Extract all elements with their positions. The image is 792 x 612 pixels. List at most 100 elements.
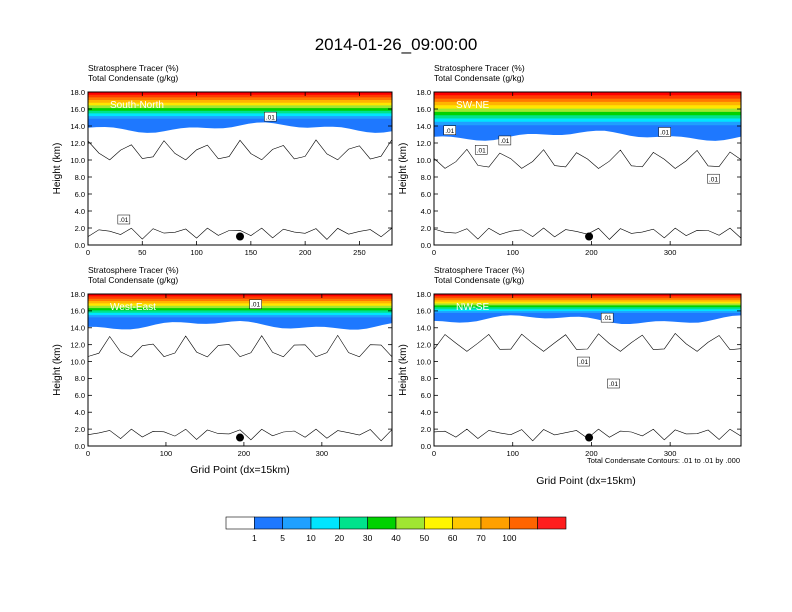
contour-label: .01 bbox=[500, 138, 509, 145]
y-tick-label: 12.0 bbox=[70, 340, 85, 349]
panel-header-condensate: Total Condensate (g/kg) bbox=[88, 275, 178, 285]
cross-section-label: NW-SE bbox=[456, 302, 489, 313]
condensate-contour bbox=[87, 139, 393, 161]
colorbar-swatch bbox=[367, 516, 397, 530]
y-tick-label: 10.0 bbox=[416, 156, 431, 165]
y-tick-label: 6.0 bbox=[421, 391, 431, 400]
y-tick-label: 16.0 bbox=[416, 307, 431, 316]
colorbar-swatch bbox=[282, 516, 312, 530]
y-tick-label: 14.0 bbox=[416, 122, 431, 131]
location-marker bbox=[236, 232, 244, 241]
colorbar-label: 40 bbox=[391, 533, 401, 543]
colorbar-label: 5 bbox=[280, 533, 285, 543]
panel-header-tracer: Stratosphere Tracer (%) bbox=[88, 63, 179, 73]
contour-label-box bbox=[249, 299, 262, 309]
x-tick-label: 100 bbox=[506, 449, 519, 458]
y-tick-label: 8.0 bbox=[421, 173, 431, 182]
contour-label-box bbox=[117, 214, 131, 225]
y-tick-label: 14.0 bbox=[70, 324, 85, 333]
x-tick-label: 300 bbox=[316, 449, 329, 458]
y-tick-label: 6.0 bbox=[421, 190, 431, 199]
tracer-band-11 bbox=[88, 317, 392, 330]
y-tick-label: 4.0 bbox=[421, 207, 431, 216]
y-tick-label: 12.0 bbox=[416, 340, 431, 349]
x-tick-label: 100 bbox=[190, 248, 203, 257]
contour-label-box bbox=[607, 378, 620, 389]
panel-header-condensate: Total Condensate (g/kg) bbox=[88, 73, 178, 83]
contour-label: .01 bbox=[660, 130, 669, 137]
y-tick-label: 4.0 bbox=[75, 408, 85, 417]
panels-group: .01 .01 0.0 2.0 4.0 6.0 8.0 10.0 12.0 14.0 16.0 18.… bbox=[52, 63, 742, 458]
x-tick-label: 300 bbox=[664, 449, 677, 458]
y-tick-label: 2.0 bbox=[421, 425, 431, 434]
contour-label-box bbox=[443, 125, 456, 135]
y-axis-label: Height (km) bbox=[398, 344, 409, 396]
plot-frame bbox=[433, 293, 742, 447]
y-tick-label: 16.0 bbox=[70, 307, 85, 316]
y-axis-label: Height (km) bbox=[398, 143, 409, 195]
x-axis-label-right: Grid Point (dx=15km) bbox=[536, 475, 636, 487]
low-condensate-contour bbox=[87, 428, 393, 442]
x-tick-label: 0 bbox=[432, 248, 436, 257]
x-tick-label: 150 bbox=[245, 248, 258, 257]
condensate-contour bbox=[87, 334, 393, 358]
y-tick-label: 18.0 bbox=[416, 88, 431, 97]
tracer-band-top bbox=[88, 92, 392, 95]
panel-header-tracer: Stratosphere Tracer (%) bbox=[434, 63, 525, 73]
y-tick-label: 0.0 bbox=[75, 442, 85, 451]
contour-label-box bbox=[600, 312, 614, 323]
y-tick-label: 8.0 bbox=[75, 374, 85, 383]
y-tick-label: 10.0 bbox=[70, 357, 85, 366]
x-tick-label: 200 bbox=[238, 449, 251, 458]
x-tick-label: 200 bbox=[585, 248, 598, 257]
y-tick-label: 8.0 bbox=[75, 173, 85, 182]
y-tick-label: 14.0 bbox=[70, 122, 85, 131]
x-tick-label: 250 bbox=[353, 248, 366, 257]
y-tick-label: 6.0 bbox=[75, 391, 85, 400]
location-marker bbox=[585, 232, 594, 241]
colorbar-swatch bbox=[452, 516, 482, 530]
x-tick-label: 200 bbox=[585, 449, 598, 458]
cross-section-label: West-East bbox=[110, 302, 156, 313]
colorbar-swatch bbox=[509, 516, 538, 530]
contour-label-box bbox=[474, 145, 488, 155]
contour-label: .01 bbox=[603, 315, 612, 322]
colorbar-swatch bbox=[395, 516, 425, 530]
colorbar-label: 70 bbox=[476, 533, 486, 543]
x-tick-label: 0 bbox=[86, 449, 90, 458]
y-tick-label: 0.0 bbox=[75, 241, 85, 250]
plot-frame bbox=[87, 293, 393, 447]
contour-label-box bbox=[577, 356, 590, 367]
colorbar-label: 30 bbox=[363, 533, 373, 543]
colorbar-swatch bbox=[310, 516, 340, 530]
y-tick-label: 10.0 bbox=[70, 156, 85, 165]
location-marker bbox=[236, 433, 244, 442]
colorbar-swatch bbox=[480, 516, 510, 530]
y-tick-label: 0.0 bbox=[421, 241, 431, 250]
y-axis-label: Height (km) bbox=[52, 143, 63, 195]
contour-label-box bbox=[498, 135, 512, 146]
low-condensate-contour bbox=[87, 227, 393, 240]
x-tick-label: 200 bbox=[299, 248, 312, 257]
y-tick-label: 4.0 bbox=[421, 408, 431, 417]
y-tick-label: 16.0 bbox=[70, 105, 85, 114]
colorbar-swatch bbox=[424, 516, 453, 530]
contour-label: .01 bbox=[445, 128, 454, 135]
y-tick-label: 14.0 bbox=[416, 324, 431, 333]
y-tick-label: 4.0 bbox=[75, 207, 85, 216]
contour-label: .01 bbox=[609, 381, 618, 388]
tracer-band-11 bbox=[434, 313, 741, 324]
contour-label: .01 bbox=[579, 359, 588, 366]
contour-label-box bbox=[707, 173, 720, 184]
cross-section-label: SW-NE bbox=[456, 100, 489, 111]
tracer-band-top bbox=[434, 294, 741, 296]
colorbar-label: 50 bbox=[420, 533, 430, 543]
plot-frame bbox=[433, 91, 742, 246]
panel-header-tracer: Stratosphere Tracer (%) bbox=[88, 265, 179, 275]
contour-label: .01 bbox=[709, 176, 718, 183]
contour-label: .01 bbox=[119, 217, 128, 224]
y-axis-label: Height (km) bbox=[52, 344, 63, 396]
condensate-contour bbox=[433, 332, 742, 352]
y-tick-label: 2.0 bbox=[421, 224, 431, 233]
cross-section-label: South-North bbox=[110, 100, 164, 111]
